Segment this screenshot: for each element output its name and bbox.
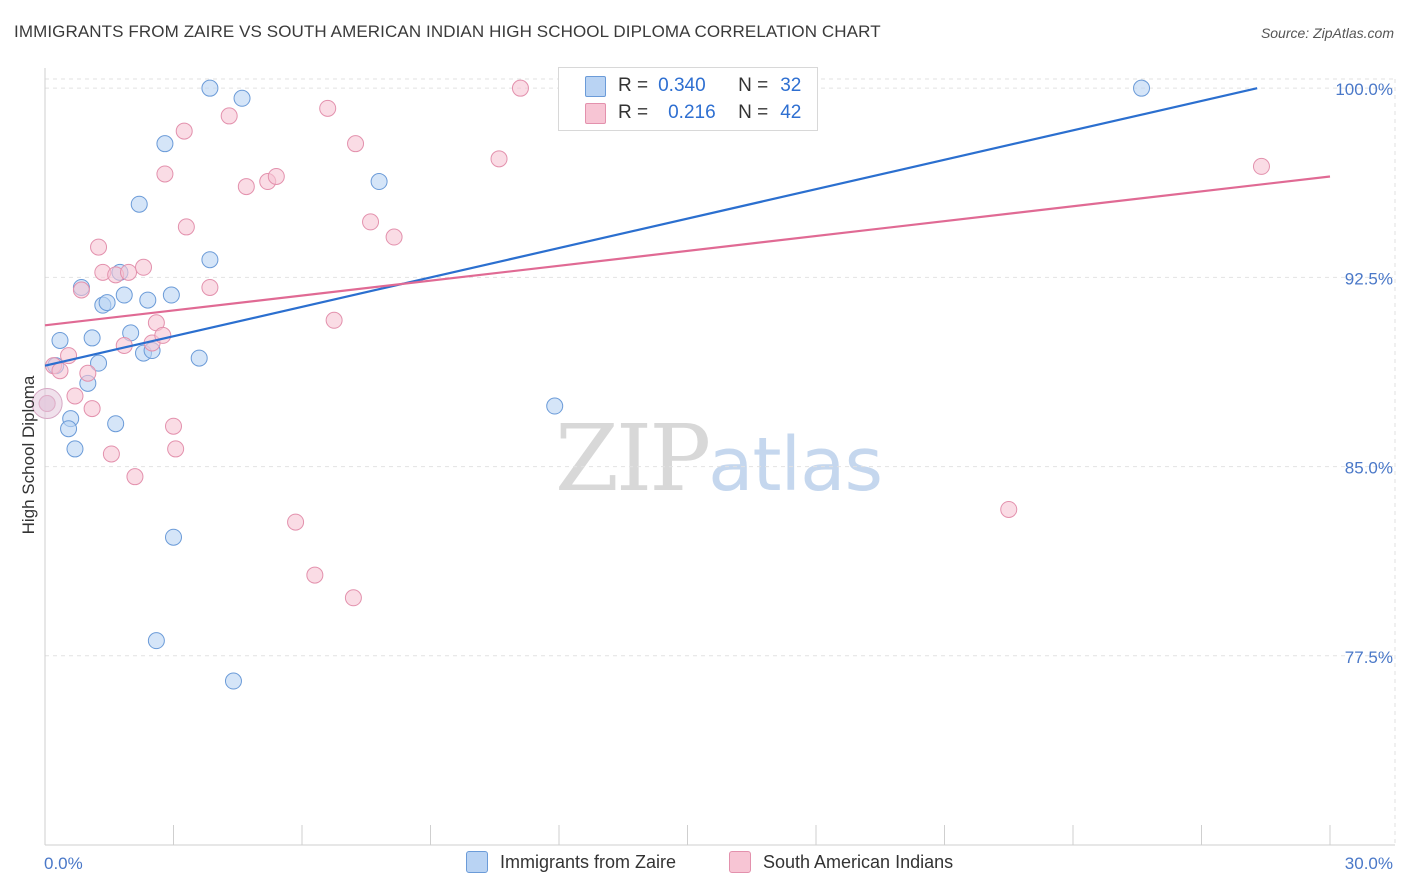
zaire-point [156, 135, 174, 153]
y-tick-label: 85.0% [1345, 459, 1393, 478]
zaire-point [201, 251, 219, 269]
zaire-point [224, 672, 242, 690]
trend-lines [44, 87, 1331, 367]
zaire-point [60, 420, 78, 438]
zaire-point [233, 89, 251, 107]
sai-point [347, 135, 365, 153]
legend-r-label: R = [618, 102, 649, 123]
zaire-point [139, 291, 157, 309]
sai-point [267, 167, 285, 185]
sai-point [102, 445, 120, 463]
sai-point [344, 589, 362, 607]
sai-point [126, 468, 144, 486]
zaire-point [107, 415, 125, 433]
axes [44, 68, 1395, 846]
legend-r-value-zaire: 0.340 [658, 75, 706, 96]
sai-point [1252, 157, 1270, 175]
legend-n-value-sai: 42 [780, 102, 802, 123]
zaire-point [83, 329, 101, 347]
watermark: ZIPatlas [555, 405, 883, 512]
x-tick-label: 0.0% [44, 854, 83, 873]
legend-n-value-zaire: 32 [780, 75, 802, 96]
zaire-point [90, 354, 108, 372]
zaire-trend-line [44, 87, 1258, 367]
data-points [31, 79, 1270, 690]
y-tick-label: 100.0% [1335, 80, 1393, 99]
sai-point [511, 79, 529, 97]
legend-n-label: N = [738, 75, 769, 96]
sai-point [66, 387, 84, 405]
bottom-legend-label-zaire: Immigrants from Zaire [500, 851, 677, 872]
legend-row-sai: R = 0.216 N = 42 [585, 101, 801, 125]
bottom-legend-sai: South American Indians [729, 851, 953, 873]
y-tick-label: 92.5% [1345, 269, 1393, 288]
sai-point [325, 311, 343, 329]
sai-point [220, 107, 238, 125]
legend: R = 0.340 N = 32 R = 0.216 N = 42 [558, 67, 818, 131]
watermark-atlas: atlas [708, 422, 883, 508]
chart-title: IMMIGRANTS FROM ZAIRE VS SOUTH AMERICAN … [14, 22, 881, 41]
bottom-legend-swatch-zaire [466, 851, 488, 873]
zaire-point [201, 79, 219, 97]
sai-trend-line [44, 175, 1331, 327]
bottom-legend-swatch-sai [729, 851, 751, 873]
zaire-point [162, 286, 180, 304]
zaire-point [147, 632, 165, 650]
sai-point [175, 122, 193, 140]
zaire-point [370, 173, 388, 191]
sai-point [385, 228, 403, 246]
x-tick-label: 30.0% [1345, 854, 1393, 873]
bottom-legend-zaire: Immigrants from Zaire [466, 851, 676, 873]
sai-point [135, 258, 153, 276]
zaire-point [546, 397, 564, 415]
overlap-point [31, 388, 63, 420]
legend-swatch-zaire [585, 75, 606, 97]
sai-point [1000, 500, 1018, 518]
source-label: Source: ZipAtlas.com [1260, 25, 1394, 41]
zaire-point [51, 331, 69, 349]
tick-labels: 77.5% 85.0% 92.5% 100.0% 0.0% 30.0% [44, 80, 1393, 873]
sai-point [306, 566, 324, 584]
zaire-point [98, 294, 116, 312]
zaire-point [66, 440, 84, 458]
sai-point [237, 178, 255, 196]
zaire-point [1133, 79, 1151, 97]
legend-row-zaire: R = 0.340 N = 32 [585, 74, 801, 98]
sai-point [319, 99, 337, 117]
sai-point [201, 278, 219, 296]
sai-point [165, 417, 182, 435]
sai-point [177, 218, 195, 236]
sai-point [167, 440, 185, 458]
sai-point [490, 150, 508, 168]
y-axis-label: High School Diploma [19, 375, 38, 534]
zaire-point [165, 528, 182, 546]
legend-r-value-sai: 0.216 [668, 102, 716, 123]
sai-point [120, 263, 138, 281]
legend-swatch-sai [585, 102, 606, 124]
sai-point [72, 281, 90, 299]
legend-n-label: N = [738, 102, 769, 123]
zaire-point [115, 286, 133, 304]
zaire-point [130, 195, 148, 213]
sai-point [51, 362, 69, 380]
bottom-legend-label-sai: South American Indians [763, 851, 954, 872]
sai-point [83, 400, 101, 418]
sai-point [287, 513, 305, 531]
sai-point [79, 364, 97, 382]
zaire-point [190, 349, 208, 367]
sai-point [156, 165, 174, 183]
y-tick-label: 77.5% [1345, 648, 1393, 667]
legend-r-label: R = [618, 75, 649, 96]
sai-point [362, 213, 380, 231]
watermark-zip: ZIP [555, 405, 711, 512]
sai-point [90, 238, 108, 256]
